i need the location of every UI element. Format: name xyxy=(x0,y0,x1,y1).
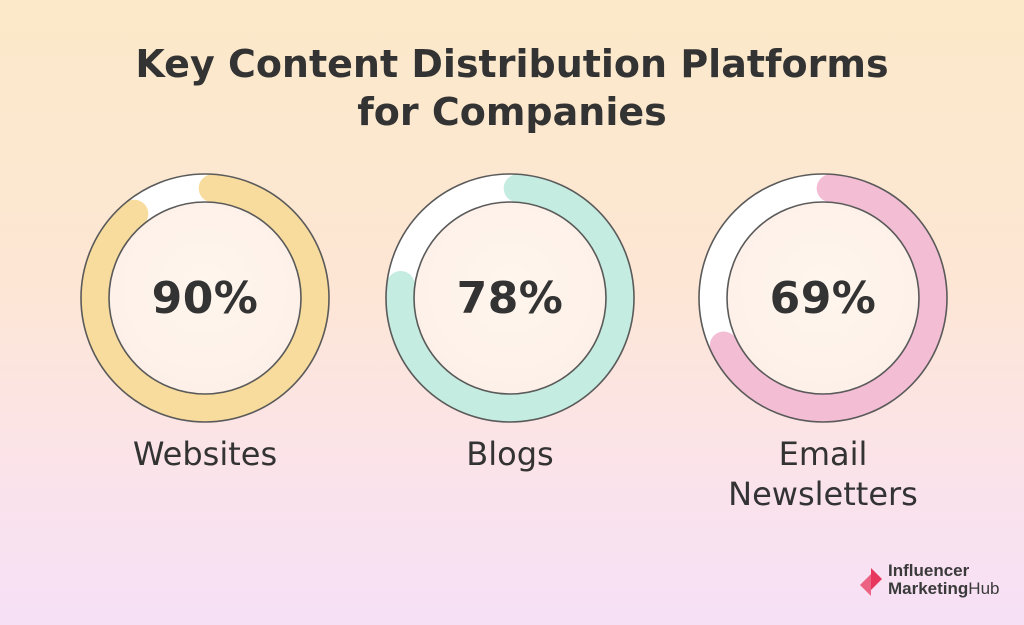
donut-svg-websites xyxy=(80,173,330,423)
donut-value-blogs: 78% xyxy=(456,272,564,324)
donut-label-blogs: Blogs xyxy=(360,434,660,474)
donut-label-email-newsletters-line-1: Email xyxy=(778,435,868,473)
donut-outer-outline-email-newsletters xyxy=(698,173,948,423)
donut-label-email-newsletters-line-2: Newsletters xyxy=(728,475,918,513)
brand-mark-icon xyxy=(860,568,882,596)
brand-line-2-rest: Hub xyxy=(968,579,1000,598)
donut-inner-circle-email-newsletters xyxy=(726,201,920,395)
donut-chart-websites: 90% xyxy=(79,172,331,424)
donut-outer-outline-websites xyxy=(80,173,330,423)
donut-value-websites: 90% xyxy=(151,272,259,324)
donut-svg-email-newsletters xyxy=(698,173,948,423)
influencer-marketing-hub-logo: Influencer MarketingHub xyxy=(852,558,1012,608)
donut-arc-websites xyxy=(81,174,329,422)
donut-chart-email-newsletters: 69% xyxy=(697,172,949,424)
chart-title: Key Content Distribution Platforms for C… xyxy=(0,40,1024,136)
donut-value-email-newsletters: 69% xyxy=(769,272,877,324)
donut-inner-circle-websites xyxy=(108,201,302,395)
donut-svg-blogs xyxy=(385,173,635,423)
brand-line-2-bold: Marketing xyxy=(888,579,969,598)
donut-arc-email-newsletters xyxy=(709,174,947,422)
donut-label-blogs-line-1: Blogs xyxy=(466,435,554,473)
donut-label-websites-line-1: Websites xyxy=(132,435,278,473)
donut-inner-circle-blogs xyxy=(413,201,607,395)
brand-line-1: Influencer xyxy=(888,561,970,580)
donut-label-websites: Websites xyxy=(55,434,355,474)
brand-line-2: MarketingHub xyxy=(888,580,999,598)
donut-label-email-newsletters: Email Newsletters xyxy=(673,434,973,514)
donut-chart-blogs: 78% xyxy=(384,172,636,424)
brand-text: Influencer MarketingHub xyxy=(888,562,999,598)
chart-title-line-2: for Companies xyxy=(357,90,667,134)
donut-outer-outline-blogs xyxy=(385,173,635,423)
donut-arc-blogs xyxy=(386,174,634,422)
chart-title-line-1: Key Content Distribution Platforms xyxy=(135,42,889,86)
